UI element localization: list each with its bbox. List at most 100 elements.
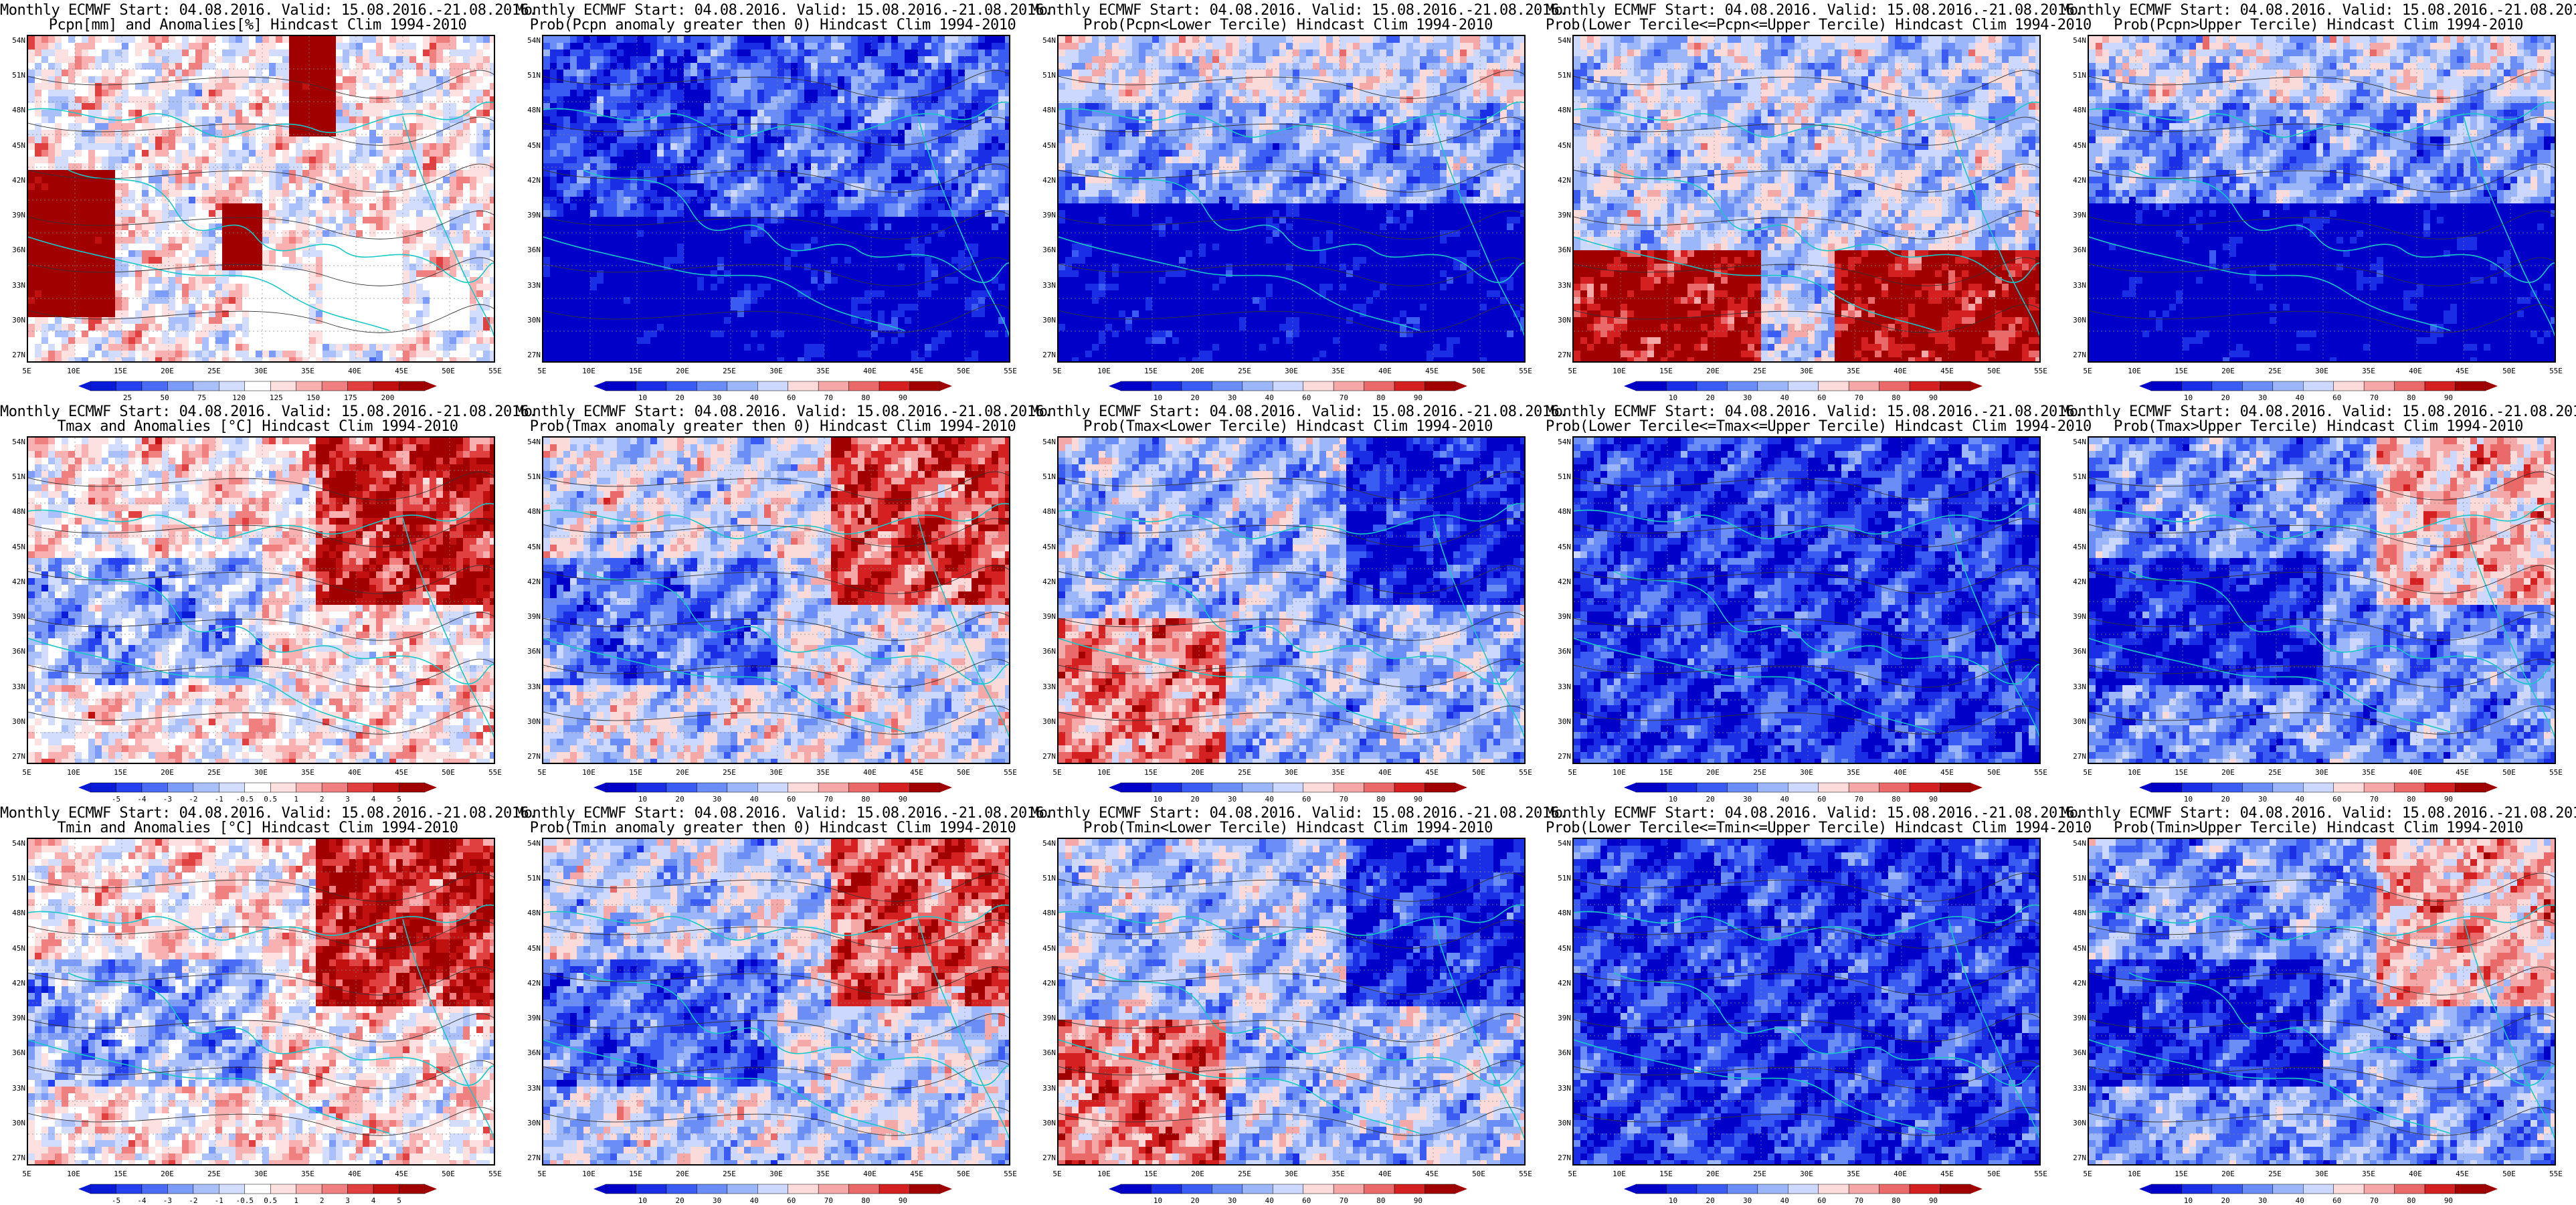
lat-tick-label: 33N bbox=[0, 281, 25, 290]
field-cell bbox=[215, 103, 223, 110]
field-cell bbox=[590, 163, 597, 171]
field-cell bbox=[149, 230, 156, 238]
field-cell bbox=[711, 157, 718, 164]
field-cell bbox=[115, 123, 122, 130]
field-cell bbox=[41, 284, 49, 291]
field-cell bbox=[543, 130, 551, 137]
field-cell bbox=[108, 70, 116, 77]
field-cell bbox=[229, 277, 236, 284]
field-cell bbox=[650, 170, 658, 177]
field-cell bbox=[222, 50, 229, 57]
field-cell bbox=[423, 290, 430, 298]
field-cell bbox=[383, 344, 390, 351]
field-cell bbox=[684, 56, 691, 64]
field-cell bbox=[804, 76, 812, 84]
field-cell bbox=[128, 244, 136, 251]
field-cell bbox=[597, 116, 604, 124]
field-cell bbox=[215, 96, 223, 104]
field-cell bbox=[195, 324, 203, 331]
field-cell bbox=[55, 357, 62, 363]
field-cell bbox=[302, 157, 310, 164]
field-cell bbox=[95, 257, 102, 264]
field-cell bbox=[891, 103, 899, 110]
field-cell bbox=[222, 277, 229, 284]
field-cell bbox=[677, 56, 684, 64]
field-cell bbox=[202, 203, 209, 211]
field-cell bbox=[55, 284, 62, 291]
field-cell bbox=[229, 110, 236, 117]
field-cell bbox=[925, 103, 932, 110]
field-cell bbox=[68, 90, 76, 97]
field-cell bbox=[236, 250, 243, 258]
field-cell bbox=[95, 331, 102, 338]
field-cell bbox=[831, 143, 838, 151]
field-cell bbox=[35, 163, 42, 171]
field-cell bbox=[724, 163, 731, 171]
field-cell bbox=[276, 56, 283, 64]
field-cell bbox=[985, 90, 992, 97]
field-cell bbox=[182, 324, 189, 331]
field-cell bbox=[777, 150, 785, 157]
field-cell bbox=[724, 56, 731, 64]
field-cell bbox=[95, 36, 102, 43]
field-cell bbox=[972, 43, 979, 50]
field-cell bbox=[409, 351, 417, 358]
field-cell bbox=[737, 130, 745, 137]
field-cell bbox=[82, 244, 89, 251]
field-cell bbox=[550, 76, 557, 84]
field-cell bbox=[169, 344, 176, 351]
field-cell bbox=[249, 177, 256, 184]
field-cell bbox=[677, 96, 684, 104]
field-cell bbox=[476, 351, 484, 358]
field-cell bbox=[189, 83, 196, 90]
field-cell bbox=[82, 297, 89, 304]
field-cell bbox=[349, 210, 357, 217]
field-cell bbox=[604, 170, 611, 177]
field-cell bbox=[885, 136, 892, 144]
field-cell bbox=[945, 150, 952, 157]
field-cell bbox=[383, 136, 390, 144]
field-cell bbox=[309, 351, 316, 358]
field-cell bbox=[389, 357, 397, 363]
field-cell bbox=[577, 83, 584, 90]
field-cell bbox=[476, 170, 484, 177]
field-cell bbox=[885, 170, 892, 177]
field-cell bbox=[463, 357, 470, 363]
field-cell bbox=[711, 163, 718, 171]
field-cell bbox=[383, 130, 390, 137]
field-cell bbox=[215, 177, 223, 184]
field-cell bbox=[195, 76, 203, 84]
field-cell bbox=[604, 56, 611, 64]
field-cell bbox=[436, 250, 444, 258]
field-cell bbox=[456, 170, 464, 177]
field-cell bbox=[102, 237, 109, 244]
field-cell bbox=[62, 150, 69, 157]
field-cell bbox=[691, 96, 698, 104]
field-cell bbox=[456, 76, 464, 84]
field-cell bbox=[490, 170, 495, 177]
field-cell bbox=[430, 143, 437, 151]
field-cell bbox=[824, 157, 832, 164]
field-cell bbox=[35, 277, 42, 284]
field-cell bbox=[858, 116, 865, 124]
field-cell bbox=[169, 50, 176, 57]
field-cell bbox=[48, 203, 56, 211]
field-cell bbox=[550, 70, 557, 77]
field-cell bbox=[323, 136, 330, 144]
field-cell bbox=[436, 270, 444, 278]
field-cell bbox=[1005, 110, 1010, 117]
field-cell bbox=[222, 290, 229, 298]
field-cell bbox=[55, 270, 62, 278]
field-cell bbox=[215, 244, 223, 251]
field-cell bbox=[403, 83, 410, 90]
field-cell bbox=[731, 116, 738, 124]
field-cell bbox=[624, 96, 631, 104]
field-cell bbox=[771, 90, 778, 97]
field-cell bbox=[155, 36, 163, 43]
field-cell bbox=[670, 150, 678, 157]
field-cell bbox=[490, 177, 495, 184]
field-cell bbox=[236, 83, 243, 90]
field-cell bbox=[55, 324, 62, 331]
field-cell bbox=[209, 143, 216, 151]
field-cell bbox=[296, 90, 303, 97]
